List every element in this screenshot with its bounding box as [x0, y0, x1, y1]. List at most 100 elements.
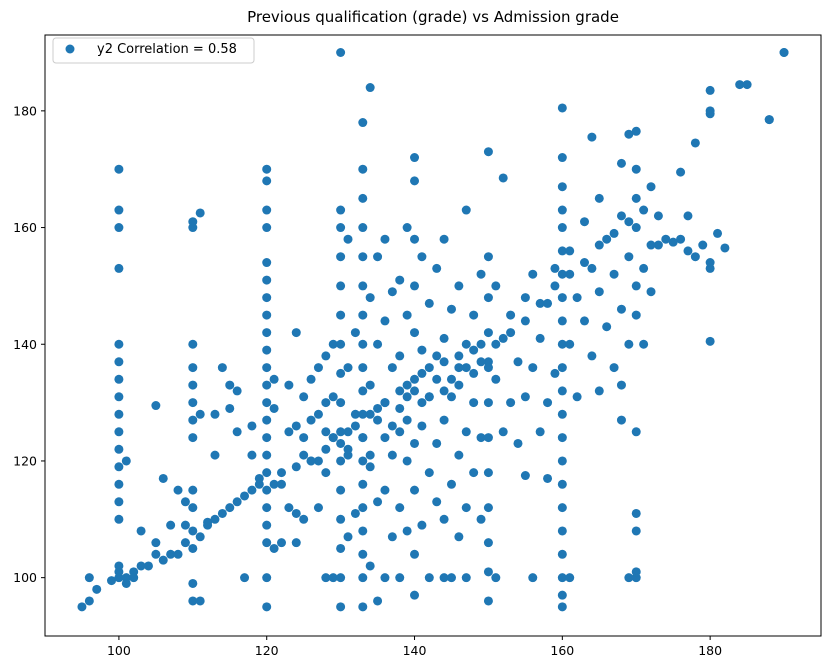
data-point — [114, 561, 124, 571]
data-point — [358, 456, 368, 466]
data-point — [631, 164, 641, 174]
data-point — [557, 269, 567, 279]
data-point — [557, 363, 567, 373]
data-point — [92, 584, 102, 594]
data-point — [535, 427, 545, 437]
legend-marker — [65, 44, 75, 54]
data-point — [631, 223, 641, 233]
data-point — [720, 243, 730, 253]
data-point — [269, 374, 279, 384]
data-point — [336, 456, 346, 466]
data-point — [151, 401, 161, 411]
data-point — [410, 386, 420, 396]
data-point — [498, 173, 508, 183]
data-point — [262, 345, 272, 355]
data-point — [631, 427, 641, 437]
data-point — [520, 392, 530, 402]
data-point — [225, 380, 235, 390]
y-tick-label: 160 — [13, 220, 37, 235]
data-point — [151, 538, 161, 548]
data-point — [188, 339, 198, 349]
data-point — [557, 205, 567, 215]
legend-label: y2 Correlation = 0.58 — [97, 42, 237, 57]
data-point — [395, 275, 405, 285]
data-point — [616, 211, 626, 221]
data-point — [262, 223, 272, 233]
data-point — [247, 421, 257, 431]
data-point — [166, 520, 176, 530]
data-point — [742, 80, 752, 90]
data-point — [461, 573, 471, 583]
data-point — [616, 304, 626, 314]
data-point — [225, 503, 235, 513]
data-point — [262, 164, 272, 174]
data-point — [631, 310, 641, 320]
data-point — [291, 538, 301, 548]
data-point — [299, 514, 309, 524]
data-point — [417, 398, 427, 408]
data-point — [410, 590, 420, 600]
data-point — [188, 503, 198, 513]
data-point — [446, 573, 456, 583]
data-point — [565, 573, 575, 583]
data-point — [232, 497, 242, 507]
data-point — [114, 205, 124, 215]
chart-title: Previous qualification (grade) vs Admiss… — [247, 8, 619, 26]
data-point — [565, 269, 575, 279]
x-tick-label: 100 — [107, 643, 131, 658]
data-point — [277, 479, 286, 489]
data-point — [114, 392, 124, 402]
data-point — [380, 234, 390, 244]
data-point — [262, 485, 272, 495]
data-point — [557, 549, 567, 559]
y-tick-label: 100 — [13, 570, 37, 585]
data-point — [358, 573, 368, 583]
data-point — [180, 520, 190, 530]
data-point — [195, 532, 205, 542]
data-point — [358, 602, 368, 612]
data-point — [587, 263, 597, 273]
data-point — [439, 573, 449, 583]
x-tick-label: 140 — [403, 643, 427, 658]
data-point — [469, 468, 479, 478]
data-point — [203, 517, 213, 527]
data-point — [380, 573, 390, 583]
data-point — [188, 415, 198, 425]
data-point — [402, 392, 412, 402]
data-point — [321, 427, 331, 437]
data-point — [557, 223, 567, 233]
data-points — [77, 48, 789, 612]
data-point — [520, 316, 530, 326]
data-point — [476, 357, 486, 367]
data-point — [653, 240, 663, 250]
data-point — [277, 538, 286, 548]
data-point — [557, 153, 567, 163]
data-point — [262, 205, 272, 215]
data-point — [410, 176, 420, 186]
data-point — [247, 450, 257, 460]
data-point — [188, 543, 198, 553]
data-point — [424, 573, 434, 583]
data-point — [299, 392, 309, 402]
data-point — [557, 182, 567, 192]
data-point — [557, 526, 567, 536]
data-point — [683, 211, 693, 221]
data-point — [210, 514, 220, 524]
legend: y2 Correlation = 0.58 — [52, 37, 255, 64]
data-point — [321, 398, 331, 408]
data-point — [395, 351, 405, 361]
data-point — [380, 433, 390, 443]
data-point — [446, 304, 456, 314]
data-point — [121, 578, 131, 588]
data-point — [550, 368, 560, 378]
data-point — [631, 526, 641, 536]
data-point — [358, 164, 368, 174]
data-point — [535, 333, 545, 343]
data-point — [432, 263, 442, 273]
data-point — [380, 316, 390, 326]
data-point — [506, 310, 516, 320]
data-point — [262, 258, 272, 268]
data-point — [262, 293, 272, 303]
data-point — [764, 115, 774, 125]
data-point — [77, 602, 87, 612]
